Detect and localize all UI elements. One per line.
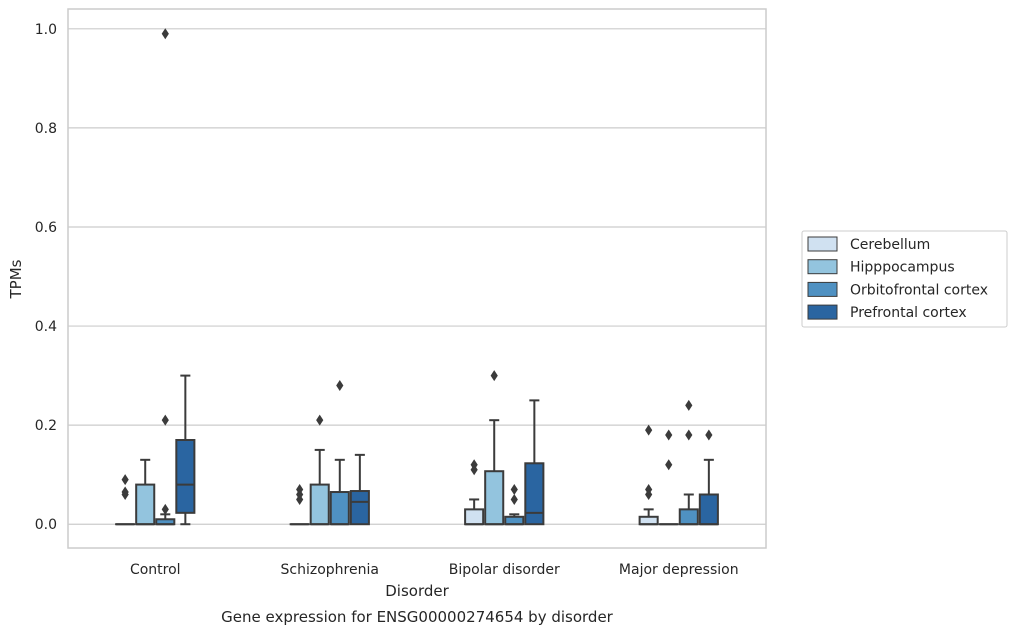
outlier-point	[510, 493, 518, 505]
outlier-point	[121, 474, 129, 486]
box-0-2	[155, 28, 176, 526]
x-tick-label: Bipolar disorder	[449, 562, 560, 578]
legend: Cerebellum Hipppocampus Orbitofrontal cort…	[801, 230, 1008, 328]
plot-frame	[67, 8, 767, 549]
outlier-point	[665, 429, 673, 441]
legend-swatch	[807, 304, 838, 320]
box-1-0	[289, 484, 310, 526]
outlier-point	[121, 486, 129, 498]
y-tick-label: 0.2	[35, 418, 57, 434]
box-iqr	[484, 470, 505, 526]
box-3-0	[638, 424, 659, 526]
box-iqr	[349, 490, 370, 526]
box-iqr	[638, 515, 659, 526]
y-tick-labels: 0.0 0.2 0.4 0.6 0.8 1.0	[35, 22, 57, 533]
box-iqr	[175, 439, 196, 514]
outlier-point	[161, 503, 169, 515]
box-3-1	[658, 429, 679, 526]
box-iqr	[464, 508, 485, 526]
box-iqr	[309, 483, 330, 526]
box-3-3	[698, 429, 719, 526]
x-axis-title: Disorder	[385, 582, 449, 600]
x-tick-label: Major depression	[619, 562, 739, 578]
legend-frame	[801, 230, 1008, 328]
box-1-3	[349, 453, 370, 526]
outlier-point	[685, 429, 693, 441]
legend-label: Orbitofrontal cortex	[850, 282, 988, 298]
y-tick-label: 0.8	[35, 121, 57, 137]
y-axis-title: TPMs	[7, 259, 25, 299]
box-3-2	[678, 399, 699, 526]
outlier-point	[161, 28, 169, 40]
outlier-point	[316, 414, 324, 426]
outlier-point	[645, 424, 653, 436]
box-2-2	[504, 484, 525, 526]
legend-swatch	[807, 281, 838, 297]
plot-area-background	[68, 9, 766, 548]
box-iqr	[524, 462, 545, 526]
box-iqr	[135, 483, 156, 526]
y-tick-label: 0.6	[35, 220, 57, 236]
box-0-1	[135, 458, 156, 526]
outlier-point	[336, 380, 344, 392]
legend-swatch	[807, 236, 838, 252]
box-2-1	[484, 370, 505, 526]
y-tick-label: 0.4	[35, 319, 57, 335]
x-tick-label: Control	[130, 562, 181, 578]
legend-label: Hipppocampus	[850, 260, 955, 276]
x-tick-label: Schizophrenia	[281, 562, 379, 578]
box-0-0	[115, 474, 136, 526]
legend-swatch	[807, 259, 838, 275]
box-0-3	[175, 374, 196, 526]
outlier-point	[645, 484, 653, 496]
legend-label: Prefrontal cortex	[850, 305, 967, 321]
outlier-point	[490, 370, 498, 382]
box-iqr	[698, 493, 719, 526]
outlier-point	[705, 429, 713, 441]
outlier-point	[685, 399, 693, 411]
outlier-point	[470, 459, 478, 471]
box-iqr	[329, 491, 350, 526]
y-tick-label: 1.0	[35, 22, 57, 38]
box-2-0	[464, 459, 485, 526]
box-iqr	[504, 515, 525, 526]
outlier-point	[296, 484, 304, 496]
outlier-point	[510, 484, 518, 496]
box-1-2	[329, 380, 350, 526]
y-tick-label: 0.0	[35, 517, 57, 533]
box-1-1	[309, 414, 330, 526]
box-iqr	[678, 508, 699, 526]
chart-title: Gene expression for ENSG00000274654 by d…	[221, 608, 614, 626]
outlier-point	[665, 459, 673, 471]
x-tick-labels: Control Schizophrenia Bipolar disorder Majo…	[130, 562, 739, 578]
box-layer	[115, 28, 719, 526]
legend-label: Cerebellum	[850, 237, 930, 253]
outlier-point	[161, 414, 169, 426]
box-2-3	[524, 399, 545, 526]
